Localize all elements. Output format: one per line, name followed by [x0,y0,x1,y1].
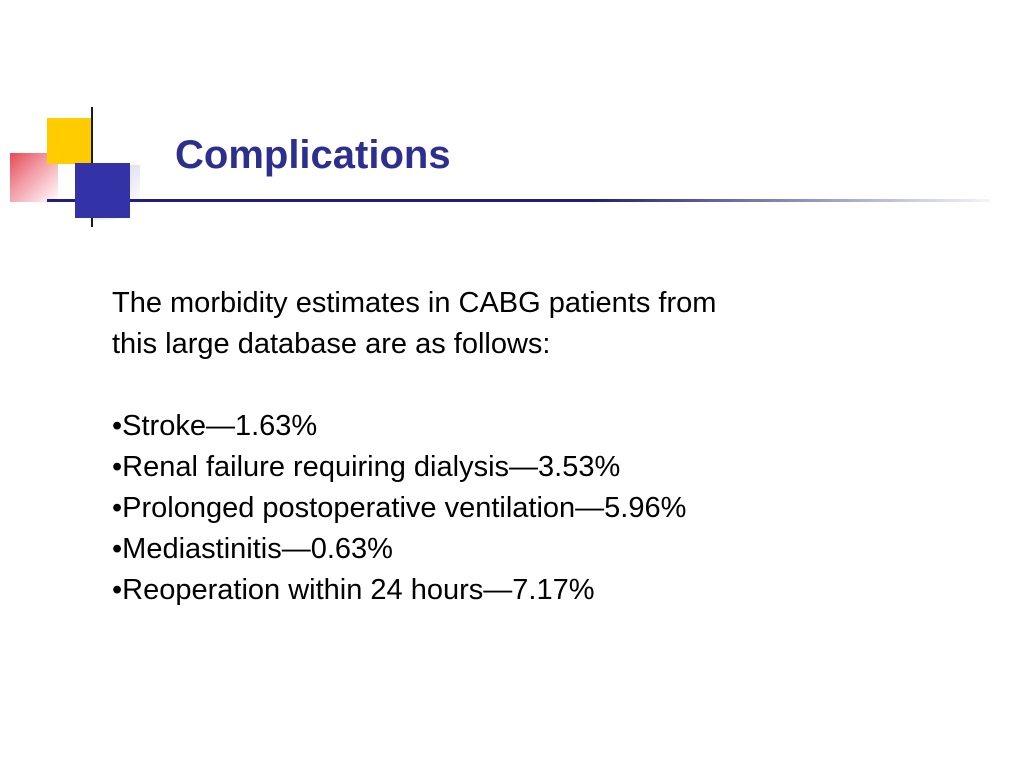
bullet-icon: • [112,574,123,606]
bullet-text: Mediastinitis—0.63% [122,533,393,565]
bullet-icon: • [112,451,123,483]
intro-line-2: this large database are as follows: [112,328,551,360]
slide-title: Complications [175,133,451,177]
slide-body: The morbidity estimates in CABG patients… [112,283,716,611]
title-underline-rule [47,199,990,202]
bullet-item: •Stroke—1.63% [112,406,716,447]
logo-yellow-square [47,118,92,164]
bullet-text: Reoperation within 24 hours—7.17% [122,574,595,606]
bullet-item: •Mediastinitis—0.63% [112,529,716,570]
bullet-text: Prolonged postoperative ventilation—5.96… [122,492,687,524]
bullet-item: •Renal failure requiring dialysis—3.53% [112,447,716,488]
intro-text: The morbidity estimates in CABG patients… [112,283,716,365]
bullet-icon: • [112,533,123,565]
intro-line-1: The morbidity estimates in CABG patients… [112,287,717,319]
bullet-item: •Prolonged postoperative ventilation—5.9… [112,488,716,529]
bullet-icon: • [112,410,123,442]
bullet-list: •Stroke—1.63% •Renal failure requiring d… [112,406,716,611]
bullet-text: Renal failure requiring dialysis—3.53% [122,451,621,483]
bullet-text: Stroke—1.63% [122,410,318,442]
bullet-icon: • [112,492,123,524]
bullet-item: •Reoperation within 24 hours—7.17% [112,570,716,611]
logo-blue-square [75,163,130,218]
